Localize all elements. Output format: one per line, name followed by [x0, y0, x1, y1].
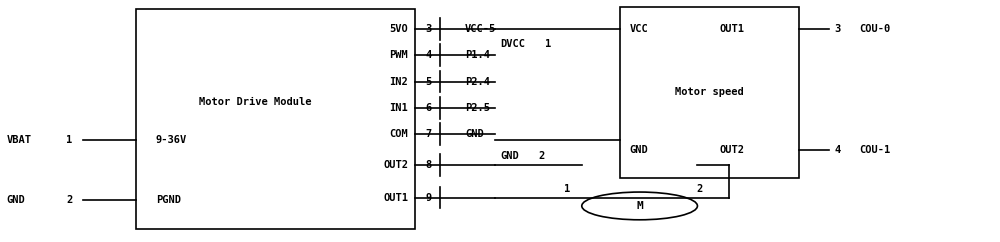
Text: 4: 4	[834, 145, 840, 155]
Text: 8: 8	[425, 160, 431, 170]
Text: OUT1: OUT1	[719, 24, 744, 34]
Text: 1: 1	[564, 184, 570, 194]
Text: COM: COM	[390, 129, 408, 139]
Text: DVCC: DVCC	[500, 39, 525, 49]
Text: COU-0: COU-0	[859, 24, 890, 34]
Text: VCC: VCC	[630, 24, 648, 34]
Text: GND: GND	[630, 145, 648, 155]
Text: PWM: PWM	[390, 50, 408, 60]
Text: P2.5: P2.5	[465, 103, 490, 113]
Text: P2.4: P2.4	[465, 76, 490, 87]
Text: VBAT: VBAT	[6, 135, 31, 145]
Text: IN1: IN1	[390, 103, 408, 113]
Text: P1.4: P1.4	[465, 50, 490, 60]
Text: PGND: PGND	[156, 195, 181, 205]
Text: IN2: IN2	[390, 76, 408, 87]
Text: GND: GND	[465, 129, 484, 139]
Text: 2: 2	[696, 184, 703, 194]
Text: OUT2: OUT2	[383, 160, 408, 170]
Text: VCC-5: VCC-5	[465, 24, 496, 34]
Text: 3: 3	[425, 24, 431, 34]
Text: 1: 1	[545, 39, 551, 49]
Text: 9-36V: 9-36V	[156, 135, 187, 145]
Text: 5VO: 5VO	[390, 24, 408, 34]
Text: 5: 5	[425, 76, 431, 87]
Text: 2: 2	[538, 151, 544, 161]
Text: COU-1: COU-1	[859, 145, 890, 155]
Text: OUT1: OUT1	[383, 193, 408, 203]
Text: OUT2: OUT2	[719, 145, 744, 155]
Text: 3: 3	[834, 24, 840, 34]
Text: 4: 4	[425, 50, 431, 60]
Text: 1: 1	[66, 135, 72, 145]
Text: 9: 9	[425, 193, 431, 203]
Text: 7: 7	[425, 129, 431, 139]
Text: GND: GND	[6, 195, 25, 205]
Text: Motor Drive Module: Motor Drive Module	[199, 97, 312, 107]
Text: M: M	[636, 201, 643, 211]
Text: Motor speed: Motor speed	[675, 87, 744, 97]
Text: GND: GND	[500, 151, 519, 161]
Text: 2: 2	[66, 195, 72, 205]
Text: 6: 6	[425, 103, 431, 113]
